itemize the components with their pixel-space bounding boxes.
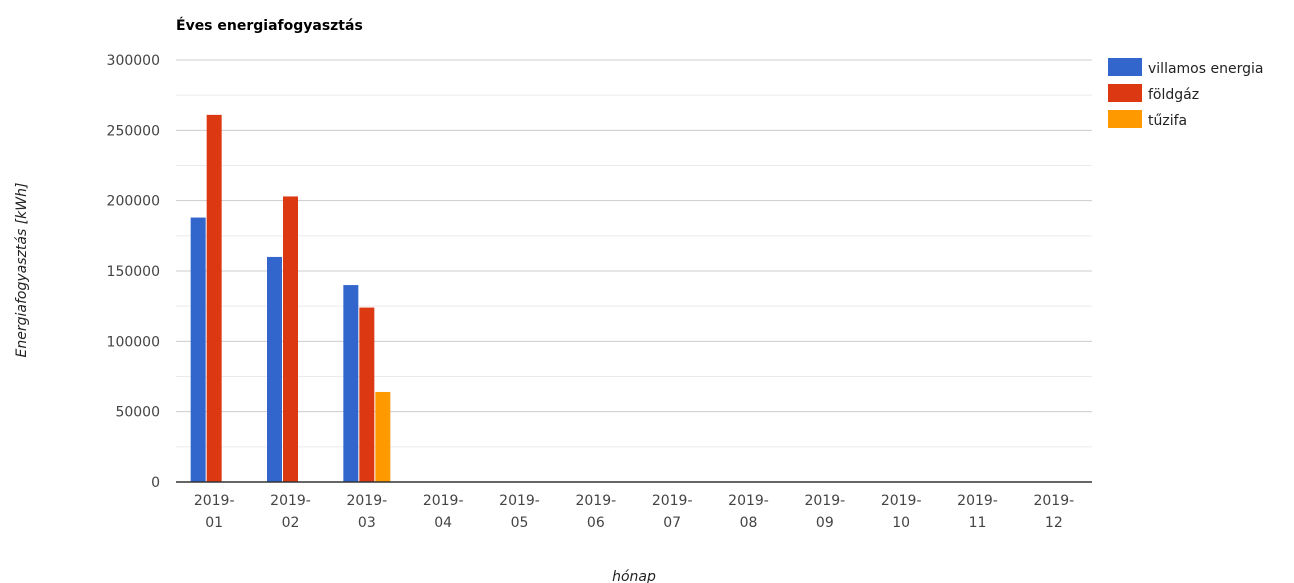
y-tick-label: 300000 xyxy=(107,53,160,69)
chart-title: Éves energiafogyasztás xyxy=(176,17,363,34)
bar-földgáz-2019-01[interactable] xyxy=(206,114,222,483)
legend-swatch[interactable] xyxy=(1108,110,1142,128)
x-tick-label: 2019-05 xyxy=(499,493,540,531)
bar-villamos-energia-2019-02[interactable] xyxy=(267,256,282,482)
x-tick-label: 2019-03 xyxy=(346,493,387,531)
y-tick-label: 0 xyxy=(151,475,160,491)
x-tick-label: 2019-08 xyxy=(728,493,769,531)
legend-swatch[interactable] xyxy=(1108,58,1142,76)
bar-földgáz-2019-02[interactable] xyxy=(283,196,298,483)
grid xyxy=(176,59,1092,448)
x-axis-title: hónap xyxy=(612,569,656,583)
x-tick-label: 2019-01 xyxy=(194,493,235,531)
bar-villamos-energia-2019-01[interactable] xyxy=(190,217,206,482)
bar-villamos-energia-2019-03[interactable] xyxy=(343,285,359,482)
bars xyxy=(190,114,391,483)
legend-swatch[interactable] xyxy=(1108,84,1142,102)
legend-label[interactable]: tűzifa xyxy=(1148,113,1187,129)
y-axis-title: Energiafogyasztás [kWh] xyxy=(14,183,30,358)
y-tick-label: 200000 xyxy=(107,194,160,210)
x-tick-label: 2019-12 xyxy=(1033,493,1074,531)
x-tick-label: 2019-11 xyxy=(957,493,998,531)
legend: villamos energia földgáz tűzifa xyxy=(1108,58,1263,129)
x-tick-label: 2019-02 xyxy=(270,493,311,531)
y-tick-label: 250000 xyxy=(107,123,160,139)
x-tick-label: 2019-10 xyxy=(881,493,922,531)
legend-label[interactable]: villamos energia xyxy=(1148,61,1263,77)
legend-label[interactable]: földgáz xyxy=(1148,87,1199,103)
x-tick-label: 2019-06 xyxy=(575,493,616,531)
y-tick-label: 150000 xyxy=(107,264,160,280)
x-tick-label: 2019-07 xyxy=(652,493,693,531)
bar-tűzifa-2019-03[interactable] xyxy=(375,391,391,482)
y-tick-label: 50000 xyxy=(115,405,160,421)
bar-földgáz-2019-03[interactable] xyxy=(359,307,375,482)
x-tick-label: 2019-09 xyxy=(804,493,845,531)
x-tick-label: 2019-04 xyxy=(423,493,464,531)
axes: 0 50000 100000 150000 200000 250000 300000 2019… xyxy=(107,53,1092,531)
y-tick-label: 100000 xyxy=(107,334,160,350)
